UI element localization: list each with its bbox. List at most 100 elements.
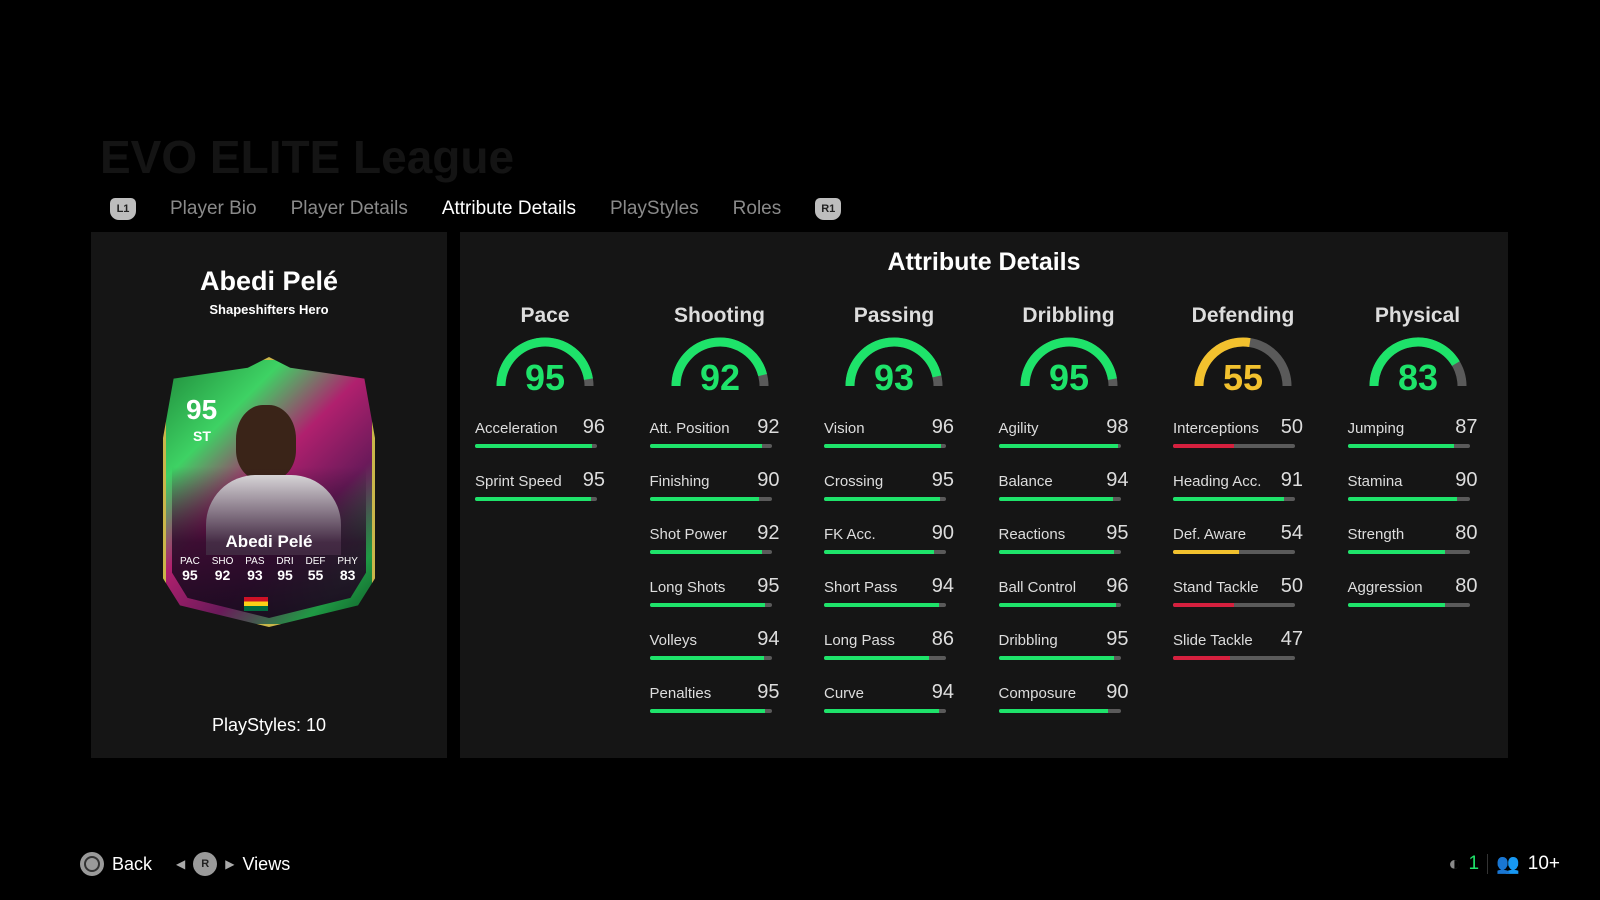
- views-label[interactable]: Views: [242, 853, 291, 874]
- attribute-bar: [824, 550, 946, 554]
- card-stat-pas: PAS 93: [245, 556, 264, 583]
- background-title: EVO ELITE League: [100, 131, 515, 183]
- status-indicators: ◐ 1 👥 10+: [1448, 852, 1560, 876]
- friends-count: 10+: [1527, 853, 1560, 874]
- attribute-name: Balance: [998, 473, 1053, 490]
- player-card: 95 ST Abedi Pelé PAC 95 SHO 92 PAS 93 DRI 95 DEF…: [163, 357, 375, 627]
- attribute-bar: [649, 709, 772, 713]
- category-name: Passing: [853, 304, 935, 327]
- tab-roles[interactable]: Roles: [732, 198, 782, 219]
- attribute-row: Composure 90: [998, 673, 1139, 726]
- back-label[interactable]: Back: [112, 853, 153, 874]
- l1-button-icon[interactable]: L1: [110, 198, 136, 220]
- tab-playstyles[interactable]: PlayStyles: [609, 198, 699, 219]
- attribute-row: Def. Aware 54: [1173, 514, 1313, 567]
- category-gauge: 95: [1020, 337, 1117, 394]
- attribute-row: Att. Position 92: [649, 408, 790, 461]
- gauge-value: 55: [1223, 357, 1263, 394]
- attribute-value: 96: [931, 416, 954, 438]
- attribute-row: Acceleration 96: [475, 408, 615, 461]
- player-panel: Abedi Pelé Shapeshifters Hero 95 ST Abed…: [91, 232, 447, 758]
- category-name: Dribbling: [1022, 304, 1115, 327]
- category-gauge: 93: [845, 337, 943, 394]
- attribute-bar: [998, 444, 1121, 448]
- r1-button-icon[interactable]: R1: [815, 198, 842, 220]
- attribute-row: Agility 98: [998, 408, 1139, 461]
- attribute-value: 98: [1106, 416, 1129, 438]
- attribute-row: Dribbling 95: [998, 620, 1139, 673]
- attribute-value: 86: [931, 628, 954, 650]
- attribute-row: FK Acc. 90: [824, 514, 964, 567]
- attribute-value: 91: [1280, 469, 1303, 491]
- notification-count: 1: [1468, 853, 1480, 874]
- tab-bar: L1 Player Bio Player Details Attribute D…: [110, 198, 842, 220]
- card-stat-label: DEF: [305, 556, 326, 567]
- attribute-value: 80: [1455, 575, 1478, 597]
- attribute-value: 94: [931, 681, 954, 703]
- card-stat-value: 95: [182, 567, 198, 583]
- attribute-bar: [1347, 550, 1470, 554]
- category-pace: Pace 95 Acceleration 96 Sprint Speed 95: [475, 304, 615, 514]
- attribute-bar-fill: [824, 497, 940, 501]
- attribute-bar-fill: [1347, 444, 1454, 448]
- card-stat-label: PHY: [337, 556, 358, 567]
- attribute-name: Sprint Speed: [475, 473, 562, 490]
- circle-button-icon[interactable]: [80, 852, 104, 876]
- attribute-name: FK Acc.: [824, 526, 876, 543]
- attribute-value: 90: [1455, 469, 1478, 491]
- tab-player-details[interactable]: Player Details: [290, 198, 408, 219]
- attribute-row: Long Shots 95: [649, 567, 790, 620]
- attribute-bar-fill: [649, 497, 760, 501]
- attribute-value: 92: [757, 522, 780, 544]
- footer-controls: Back ◀ R ▶ Views: [80, 852, 290, 876]
- attribute-row: Slide Tackle 47: [1173, 620, 1313, 673]
- attribute-bar: [998, 497, 1121, 501]
- category-name: Shooting: [674, 304, 765, 327]
- tab-attribute-details[interactable]: Attribute Details: [441, 198, 576, 219]
- attribute-name: Short Pass: [824, 579, 898, 596]
- attribute-bar-fill: [824, 603, 939, 607]
- attribute-bar-fill: [475, 497, 591, 501]
- attribute-bar: [649, 656, 772, 660]
- category-physical: Physical 83 Jumping 87 Stamina 90 Strength 80…: [1347, 304, 1488, 620]
- attribute-bar: [998, 550, 1121, 554]
- category-gauge: 95: [496, 337, 594, 394]
- attribute-bar: [998, 656, 1121, 660]
- gauge-value: 92: [699, 357, 739, 394]
- attribute-row: Reactions 95: [998, 514, 1139, 567]
- attribute-bar: [475, 497, 597, 501]
- attribute-bar-fill: [998, 550, 1115, 554]
- category-dribbling: Dribbling 95 Agility 98 Balance 94 Reactions…: [998, 304, 1139, 726]
- card-rating: 95: [186, 394, 218, 425]
- friends-icon: 👥: [1496, 854, 1520, 875]
- attribute-row: Stamina 90: [1347, 461, 1488, 514]
- r-stick-button-icon[interactable]: R: [193, 852, 218, 876]
- attribute-bar: [1173, 497, 1295, 501]
- gauge-value: 95: [525, 357, 565, 394]
- attribute-bar: [824, 603, 946, 607]
- gauge-fill: [671, 337, 767, 387]
- attribute-bar-fill: [649, 550, 762, 554]
- card-position: ST: [193, 428, 211, 444]
- attribute-bar-fill: [998, 603, 1116, 607]
- card-stat-label: SHO: [211, 556, 234, 567]
- attribute-row: Sprint Speed 95: [475, 461, 615, 514]
- attribute-name: Stamina: [1347, 473, 1403, 490]
- card-stat-label: DRI: [276, 556, 294, 567]
- attribute-name: Dribbling: [998, 632, 1058, 649]
- attribute-bar: [649, 444, 772, 448]
- attribute-name: Vision: [824, 420, 865, 437]
- attribute-bar: [824, 656, 946, 660]
- attribute-bar: [1173, 550, 1295, 554]
- attribute-row: Volleys 94: [649, 620, 790, 673]
- ghana-flag-icon: [244, 597, 268, 611]
- attribute-name: Composure: [998, 685, 1077, 702]
- attribute-name: Reactions: [998, 526, 1066, 543]
- attribute-value: 96: [1106, 575, 1129, 597]
- gauge-fill: [496, 337, 593, 387]
- tab-player-bio[interactable]: Player Bio: [170, 198, 257, 219]
- card-stat-value: 95: [277, 567, 293, 583]
- attribute-value: 50: [1280, 416, 1303, 438]
- card-stat-label: PAC: [180, 556, 200, 567]
- attribute-name: Penalties: [649, 685, 712, 702]
